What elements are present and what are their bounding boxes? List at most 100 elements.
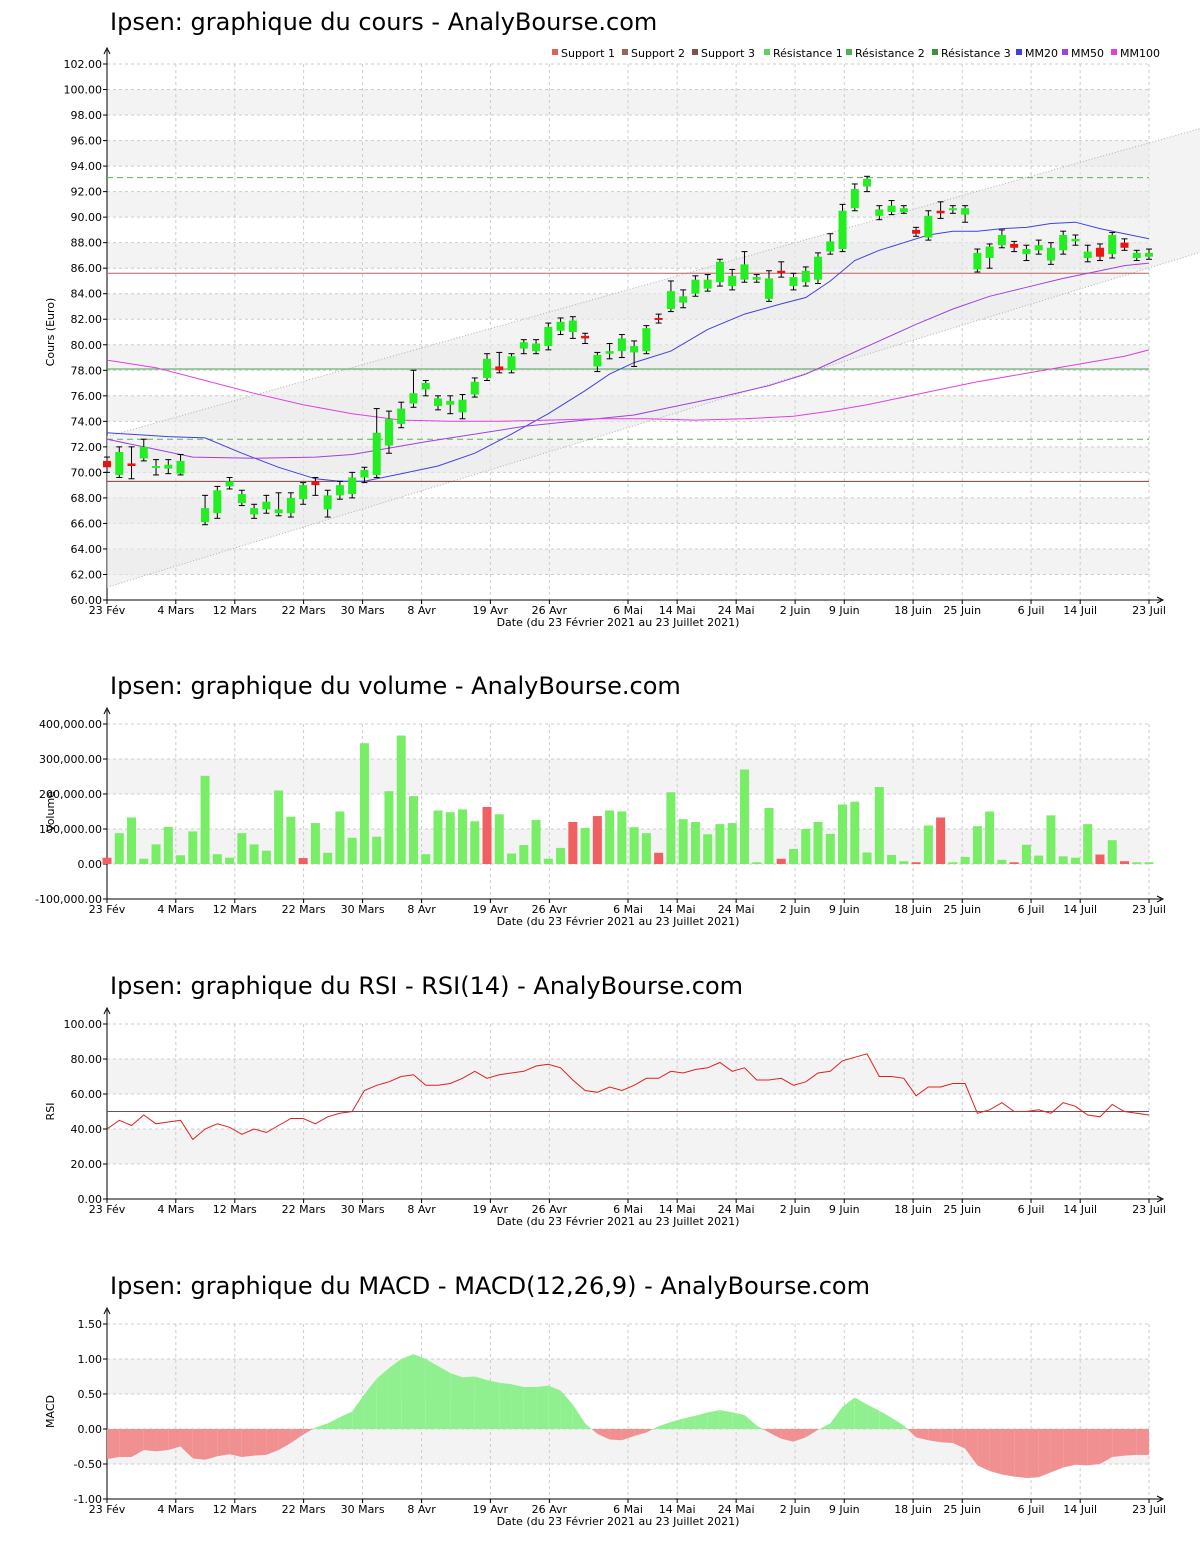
macd-area-segment bbox=[646, 1429, 654, 1433]
macd-area-segment bbox=[499, 1382, 512, 1429]
candle bbox=[789, 272, 798, 291]
x-tick-label: 24 Mai bbox=[718, 903, 755, 916]
volume-bar bbox=[972, 826, 982, 864]
candle bbox=[483, 353, 492, 381]
macd-area-segment bbox=[756, 1425, 763, 1429]
candle bbox=[850, 183, 859, 212]
candle bbox=[384, 410, 393, 454]
x-tick-label: 30 Mars bbox=[341, 1503, 385, 1516]
candle bbox=[164, 459, 173, 475]
candle bbox=[985, 243, 994, 269]
candle-body bbox=[483, 358, 492, 378]
candle bbox=[250, 503, 259, 519]
macd-area-segment bbox=[907, 1429, 917, 1438]
volume-bar bbox=[948, 862, 958, 864]
rsi-chart-title: Ipsen: graphique du RSI - RSI(14) - Anal… bbox=[110, 972, 744, 1000]
y-tick-label: 64.00 bbox=[71, 543, 103, 556]
candle bbox=[115, 446, 124, 478]
y-tick-label: 100.00 bbox=[64, 1018, 103, 1031]
x-tick-label: 26 Avr bbox=[532, 1503, 568, 1516]
macd-area-segment bbox=[229, 1429, 242, 1457]
legend-label: Support 3 bbox=[701, 47, 755, 60]
volume-bar bbox=[678, 819, 688, 864]
candle-body bbox=[115, 451, 124, 475]
candle-body bbox=[740, 264, 749, 280]
volume-bar bbox=[1034, 855, 1044, 864]
x-tick-label: 18 Juin bbox=[894, 1503, 932, 1516]
y-tick-label: 82.00 bbox=[71, 313, 103, 326]
x-tick-label: 19 Avr bbox=[473, 604, 509, 617]
macd-area-segment bbox=[658, 1422, 671, 1429]
volume-bar bbox=[335, 811, 345, 864]
candle-body bbox=[544, 326, 553, 347]
volume-bar bbox=[1095, 854, 1105, 864]
candle-body bbox=[286, 497, 295, 514]
x-tick-label: 9 Juin bbox=[829, 1503, 860, 1516]
volume-bar bbox=[372, 836, 382, 864]
x-tick-label: 19 Avr bbox=[473, 1503, 509, 1516]
candle-body bbox=[752, 277, 761, 280]
x-axis-arrow bbox=[1156, 895, 1165, 903]
macd-area-segment bbox=[1087, 1429, 1100, 1466]
volume-bar bbox=[298, 858, 308, 864]
macd-area-segment bbox=[143, 1429, 157, 1452]
candle-body bbox=[458, 399, 467, 413]
candle-body bbox=[838, 210, 847, 250]
x-tick-label: 23 Fév bbox=[89, 1503, 126, 1516]
volume-bar bbox=[752, 862, 762, 864]
volume-bar bbox=[690, 822, 700, 864]
volume-chart: -100,000.00 0.00 100,000.00 200,000.00 300,0… bbox=[35, 706, 1166, 928]
macd-area-segment bbox=[536, 1385, 549, 1429]
candle-body bbox=[262, 501, 271, 510]
volume-bar bbox=[1046, 815, 1056, 864]
candle-body bbox=[985, 246, 994, 258]
candle-body bbox=[1095, 247, 1104, 257]
y-tick-label: 84.00 bbox=[71, 288, 103, 301]
x-tick-label: 14 Mai bbox=[659, 604, 696, 617]
volume-bar bbox=[715, 824, 725, 864]
macd-area-segment bbox=[768, 1429, 782, 1439]
x-tick-label: 23 Fév bbox=[89, 903, 126, 916]
volume-bar bbox=[801, 829, 811, 864]
candle-body bbox=[127, 463, 136, 466]
candle-body bbox=[532, 343, 541, 352]
volume-chart-title: Ipsen: graphique du volume - AnalyBourse… bbox=[110, 672, 681, 700]
candle-body bbox=[274, 509, 283, 514]
macd-area-segment bbox=[916, 1429, 929, 1441]
macd-area-segment bbox=[744, 1415, 757, 1429]
volume-bar bbox=[114, 833, 124, 864]
candle bbox=[1034, 239, 1043, 255]
candle bbox=[826, 233, 835, 255]
x-tick-label: 8 Avr bbox=[407, 903, 436, 916]
candle bbox=[286, 492, 295, 518]
legend-label: Résistance 1 bbox=[773, 47, 843, 60]
y-tick-label: 76.00 bbox=[71, 390, 103, 403]
candle-body bbox=[1120, 242, 1129, 248]
y-tick-label: 90.00 bbox=[71, 211, 103, 224]
volume-bar bbox=[249, 844, 259, 864]
macd-area-segment bbox=[952, 1429, 966, 1449]
volume-bar bbox=[494, 814, 504, 864]
candle-body bbox=[470, 381, 479, 395]
macd-area-segment bbox=[119, 1429, 132, 1457]
grid-band bbox=[107, 1359, 1149, 1394]
candle bbox=[593, 351, 602, 373]
volume-bar bbox=[838, 804, 848, 864]
volume-bar bbox=[850, 801, 860, 864]
grid-band bbox=[107, 1059, 1149, 1094]
macd-area-segment bbox=[572, 1404, 586, 1429]
macd-area-segment bbox=[597, 1429, 610, 1440]
legend-label: MM100 bbox=[1120, 47, 1160, 60]
candle bbox=[1010, 240, 1019, 253]
candle bbox=[176, 454, 185, 476]
x-tick-label: 18 Juin bbox=[894, 604, 932, 617]
macd-area-segment bbox=[781, 1429, 794, 1442]
legend-swatch bbox=[692, 49, 698, 55]
macd-area-segment bbox=[903, 1425, 908, 1429]
candle bbox=[274, 492, 283, 517]
candle bbox=[642, 325, 651, 355]
y-tick-label: 68.00 bbox=[71, 492, 103, 505]
x-tick-label: 22 Mars bbox=[282, 1503, 326, 1516]
macd-area-segment bbox=[1075, 1429, 1088, 1466]
y-axis-title: MACD bbox=[44, 1395, 57, 1428]
